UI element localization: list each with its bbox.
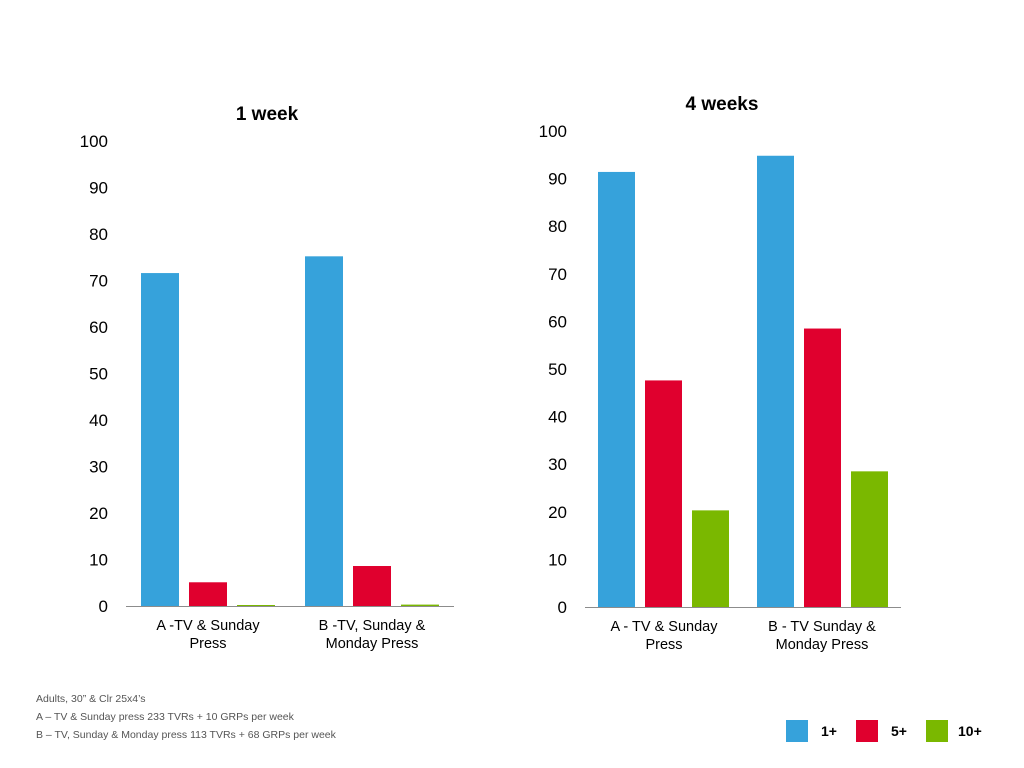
y-tick-label: 100 <box>80 132 108 151</box>
y-tick-label: 80 <box>89 225 108 244</box>
y-tick-label: 10 <box>548 550 567 569</box>
bar-5plus-cat2 <box>804 328 841 607</box>
category-label: A - TV & Sunday Press <box>611 619 719 653</box>
y-tick-label: 50 <box>89 365 108 384</box>
y-tick-label: 0 <box>99 597 108 616</box>
chart-2: 4 weeks 0 10 20 30 40 50 60 70 80 90 100 A - TV & Su… <box>539 94 901 653</box>
legend-item-5plus: 5+ <box>856 720 910 742</box>
legend-label-10plus: 10+ <box>958 723 982 739</box>
bar-1plus-cat1 <box>598 171 635 607</box>
legend-label-5plus: 5+ <box>891 723 907 739</box>
bar-10plus-cat1 <box>692 510 729 607</box>
bar-10plus-cat2 <box>401 604 439 606</box>
footnote-plan-b: B – TV, Sunday & Monday press 113 TVRs +… <box>36 729 336 741</box>
bar-5plus-cat2 <box>353 566 391 606</box>
legend-swatch-10plus <box>926 720 948 742</box>
legend-item-10plus: 10+ <box>926 720 982 742</box>
y-tick-label: 70 <box>89 272 108 291</box>
legend-swatch-1plus <box>786 720 808 742</box>
category-label: B -TV, Sunday & Monday Press <box>319 618 426 652</box>
y-tick-label: 20 <box>89 504 108 523</box>
chart-1: 1 week 0 10 20 30 40 50 60 70 80 90 100 A -TV & Sund… <box>80 104 454 652</box>
y-tick-label: 50 <box>548 360 567 379</box>
footnote-audience: Adults, 30” & Clr 25x4’s <box>36 693 146 705</box>
y-tick-label: 30 <box>89 458 108 477</box>
y-tick-label: 70 <box>548 265 567 284</box>
bar-5plus-cat1 <box>189 582 227 606</box>
y-tick-label: 90 <box>548 170 567 189</box>
y-tick-label: 0 <box>558 598 567 617</box>
legend-item-1plus: 1+ <box>786 720 840 742</box>
bar-10plus-cat1 <box>237 605 275 606</box>
y-tick-label: 40 <box>89 411 108 430</box>
y-tick-label: 60 <box>89 318 108 337</box>
y-tick-label: 100 <box>539 122 567 141</box>
bar-5plus-cat1 <box>645 380 682 607</box>
legend-swatch-5plus <box>856 720 878 742</box>
footnote-plan-a: A – TV & Sunday press 233 TVRs + 10 GRPs… <box>36 711 294 723</box>
category-label: B - TV Sunday & Monday Press <box>768 619 876 653</box>
footnotes: Adults, 30” & Clr 25x4’s A – TV & Sunday… <box>36 690 336 744</box>
y-tick-label: 60 <box>548 312 567 331</box>
category-label: A -TV & Sunday Press <box>156 618 260 652</box>
y-tick-label: 40 <box>548 408 567 427</box>
legend: 1+ 5+ 10+ <box>786 718 996 744</box>
chart-title: 4 weeks <box>686 94 759 115</box>
legend-label-1plus: 1+ <box>821 723 837 739</box>
bar-1plus-cat2 <box>757 155 794 607</box>
y-tick-label: 80 <box>548 217 567 236</box>
y-tick-label: 90 <box>89 179 108 198</box>
bar-1plus-cat1 <box>141 273 179 606</box>
bar-10plus-cat2 <box>851 471 888 607</box>
bar-1plus-cat2 <box>305 256 343 606</box>
y-tick-label: 10 <box>89 551 108 570</box>
y-tick-label: 20 <box>548 503 567 522</box>
chart-title: 1 week <box>236 104 299 125</box>
y-tick-label: 30 <box>548 455 567 474</box>
